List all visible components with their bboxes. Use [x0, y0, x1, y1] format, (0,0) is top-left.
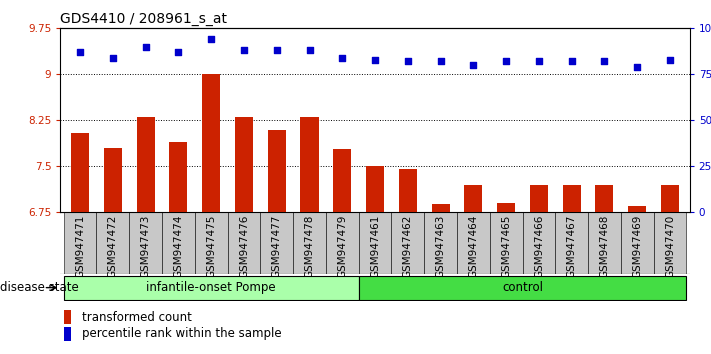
Bar — [523, 212, 555, 274]
Text: GDS4410 / 208961_s_at: GDS4410 / 208961_s_at — [60, 12, 228, 26]
Text: GSM947470: GSM947470 — [665, 214, 675, 278]
Bar — [97, 212, 129, 274]
Bar — [621, 212, 653, 274]
Text: GSM947461: GSM947461 — [370, 214, 380, 278]
Bar — [129, 212, 162, 274]
Bar — [530, 185, 548, 212]
Bar — [555, 212, 588, 274]
Bar — [392, 212, 424, 274]
Text: percentile rank within the sample: percentile rank within the sample — [82, 327, 282, 340]
Bar — [301, 117, 319, 212]
Point — [566, 59, 577, 64]
Point — [435, 59, 447, 64]
Bar — [653, 212, 686, 274]
Text: GSM947476: GSM947476 — [239, 214, 249, 278]
Bar — [490, 212, 523, 274]
Text: GSM947479: GSM947479 — [337, 214, 347, 278]
Point — [238, 47, 250, 53]
Bar — [235, 117, 253, 212]
Bar — [333, 149, 351, 212]
Point — [271, 47, 282, 53]
Bar — [358, 276, 686, 299]
Point — [369, 57, 380, 62]
Text: transformed count: transformed count — [82, 311, 193, 324]
Point — [468, 62, 479, 68]
Bar — [195, 212, 228, 274]
Bar — [629, 206, 646, 212]
Point — [533, 59, 545, 64]
Text: GSM947464: GSM947464 — [469, 214, 479, 278]
Text: GSM947465: GSM947465 — [501, 214, 511, 278]
Text: control: control — [502, 281, 543, 294]
Text: disease state: disease state — [0, 281, 79, 294]
Bar — [63, 327, 71, 341]
Point — [402, 59, 414, 64]
Bar — [661, 185, 679, 212]
Bar — [162, 212, 195, 274]
Point — [336, 55, 348, 61]
Text: GSM947477: GSM947477 — [272, 214, 282, 278]
Bar — [595, 185, 614, 212]
Text: infantile-onset Pompe: infantile-onset Pompe — [146, 281, 276, 294]
Text: GSM947463: GSM947463 — [436, 214, 446, 278]
Point — [107, 55, 119, 61]
Bar — [202, 74, 220, 212]
Bar — [366, 166, 384, 212]
Bar — [432, 204, 449, 212]
Point — [173, 50, 184, 55]
Bar — [457, 212, 490, 274]
Point — [140, 44, 151, 50]
Text: GSM947472: GSM947472 — [108, 214, 118, 278]
Text: GSM947469: GSM947469 — [632, 214, 642, 278]
Text: GSM947471: GSM947471 — [75, 214, 85, 278]
Bar — [293, 212, 326, 274]
Bar — [424, 212, 457, 274]
Bar — [464, 185, 482, 212]
Bar — [260, 212, 293, 274]
Text: GSM947474: GSM947474 — [173, 214, 183, 278]
Bar — [562, 185, 581, 212]
Bar — [588, 212, 621, 274]
Bar — [358, 212, 392, 274]
Point — [75, 50, 86, 55]
Point — [304, 47, 315, 53]
Text: GSM947473: GSM947473 — [141, 214, 151, 278]
Text: GSM947468: GSM947468 — [599, 214, 609, 278]
Point — [664, 57, 675, 62]
Bar — [497, 203, 515, 212]
Bar — [399, 170, 417, 212]
Bar — [71, 133, 89, 212]
Point — [631, 64, 643, 70]
Bar — [326, 212, 358, 274]
Bar — [64, 276, 358, 299]
Text: GSM947475: GSM947475 — [206, 214, 216, 278]
Point — [599, 59, 610, 64]
Text: GSM947466: GSM947466 — [534, 214, 544, 278]
Bar — [169, 142, 188, 212]
Bar — [64, 212, 97, 274]
Bar — [268, 130, 286, 212]
Text: GSM947467: GSM947467 — [567, 214, 577, 278]
Bar — [104, 148, 122, 212]
Bar — [228, 212, 260, 274]
Text: GSM947462: GSM947462 — [403, 214, 413, 278]
Bar — [63, 310, 71, 324]
Point — [205, 36, 217, 42]
Text: GSM947478: GSM947478 — [304, 214, 314, 278]
Bar — [137, 117, 155, 212]
Point — [501, 59, 512, 64]
